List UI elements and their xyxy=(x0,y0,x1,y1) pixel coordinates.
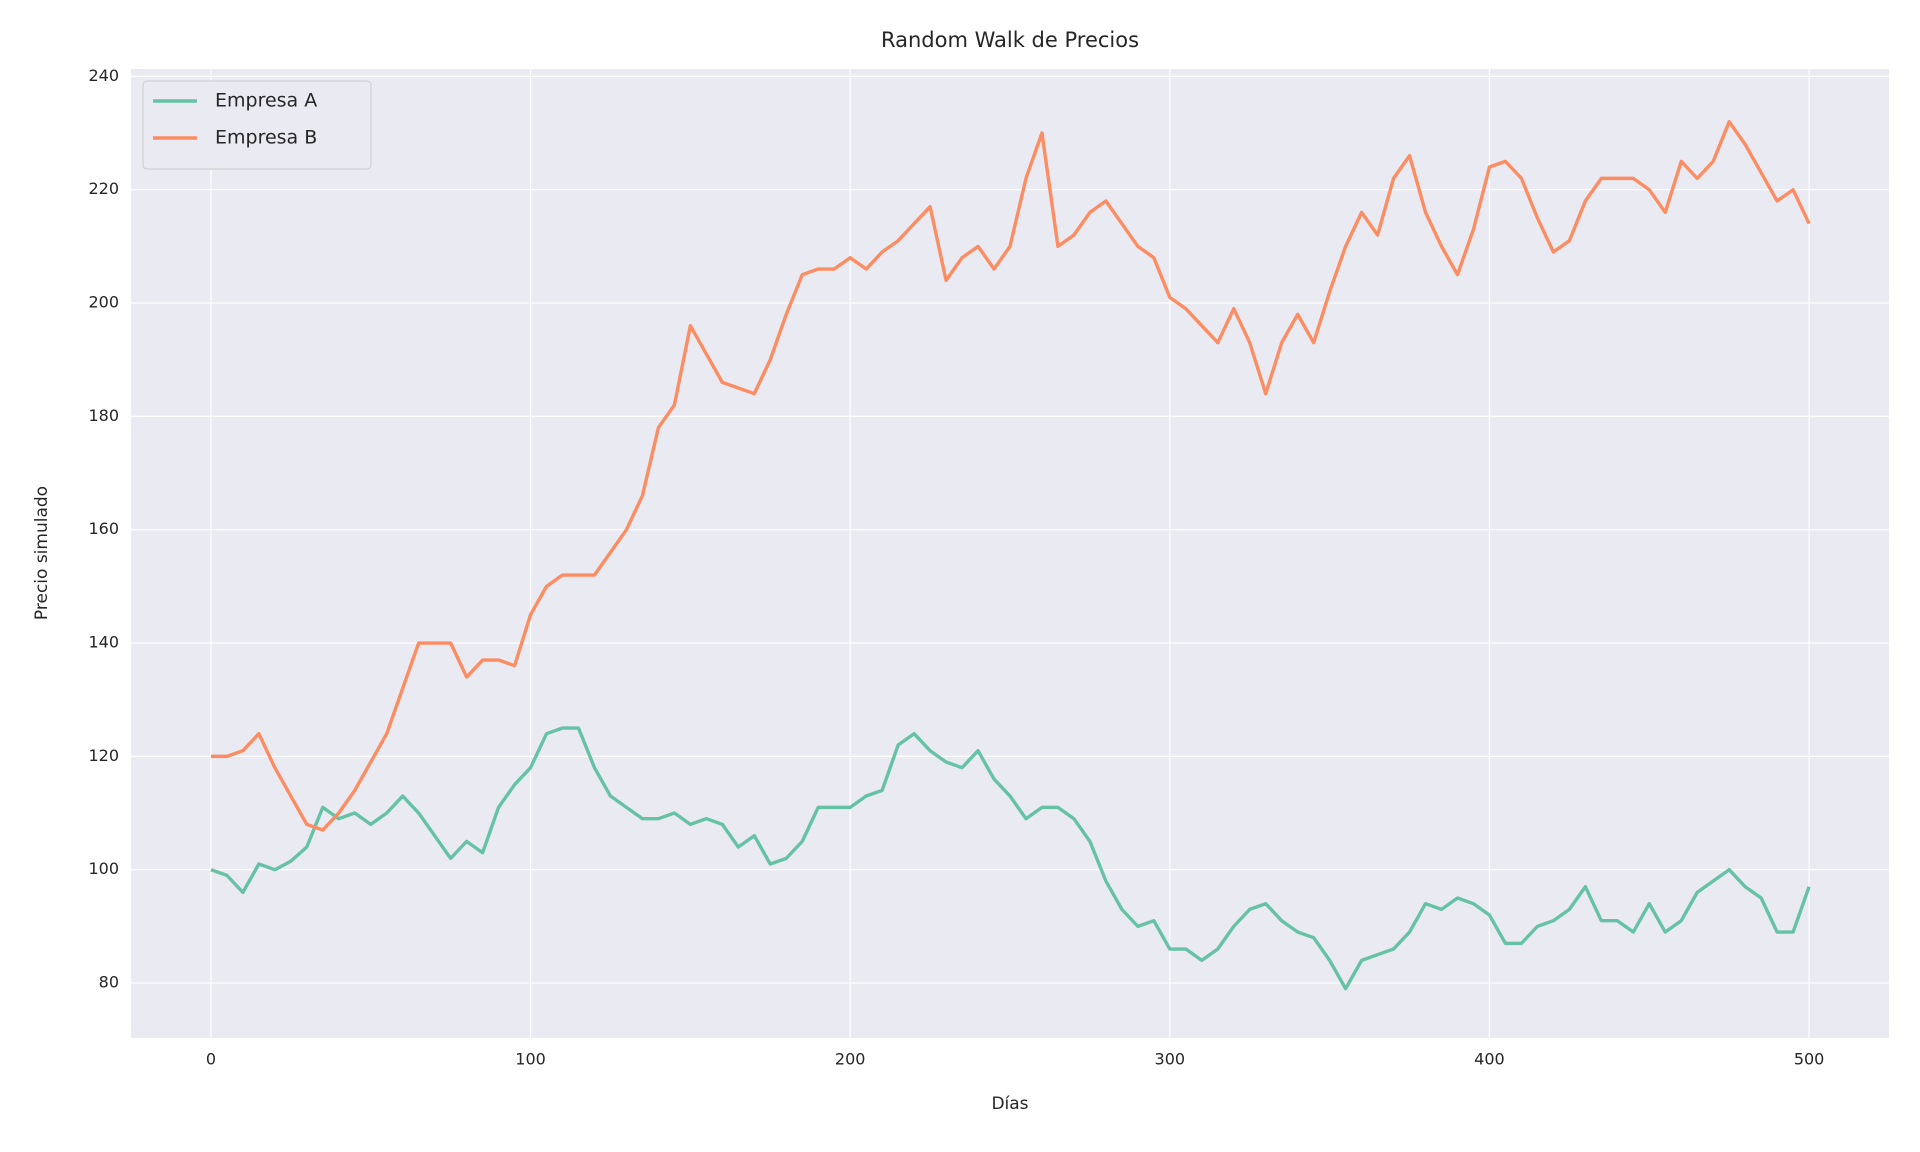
chart-title: Random Walk de Precios xyxy=(881,28,1139,52)
x-tick-label: 300 xyxy=(1155,1050,1186,1069)
line xyxy=(210,726,1811,991)
line xyxy=(210,120,1811,832)
y-tick-label: 100 xyxy=(88,859,119,878)
y-tick-label: 160 xyxy=(88,519,119,538)
y-axis-label: Precio simulado xyxy=(32,486,52,620)
y-tick-label: 200 xyxy=(88,293,119,312)
x-tick-label: 0 xyxy=(206,1050,216,1069)
legend-label: Empresa A xyxy=(215,90,317,112)
x-axis-label: Días xyxy=(991,1094,1028,1114)
x-tick-label: 500 xyxy=(1794,1050,1825,1069)
y-tick-label: 220 xyxy=(88,179,119,198)
legend: Empresa A Empresa B xyxy=(142,80,372,170)
x-tick-label: 400 xyxy=(1474,1050,1505,1069)
y-tick-label: 80 xyxy=(99,973,119,992)
x-tick-label: 200 xyxy=(835,1050,866,1069)
legend-box xyxy=(142,80,372,170)
plot-area xyxy=(131,69,1889,1038)
y-tick-label: 240 xyxy=(88,66,119,85)
x-tick-label: 100 xyxy=(515,1050,546,1069)
legend-label: Empresa B xyxy=(215,127,317,149)
y-tick-label: 140 xyxy=(88,633,119,652)
y-tick-label: 180 xyxy=(88,406,119,425)
y-tick-label: 120 xyxy=(88,746,119,765)
